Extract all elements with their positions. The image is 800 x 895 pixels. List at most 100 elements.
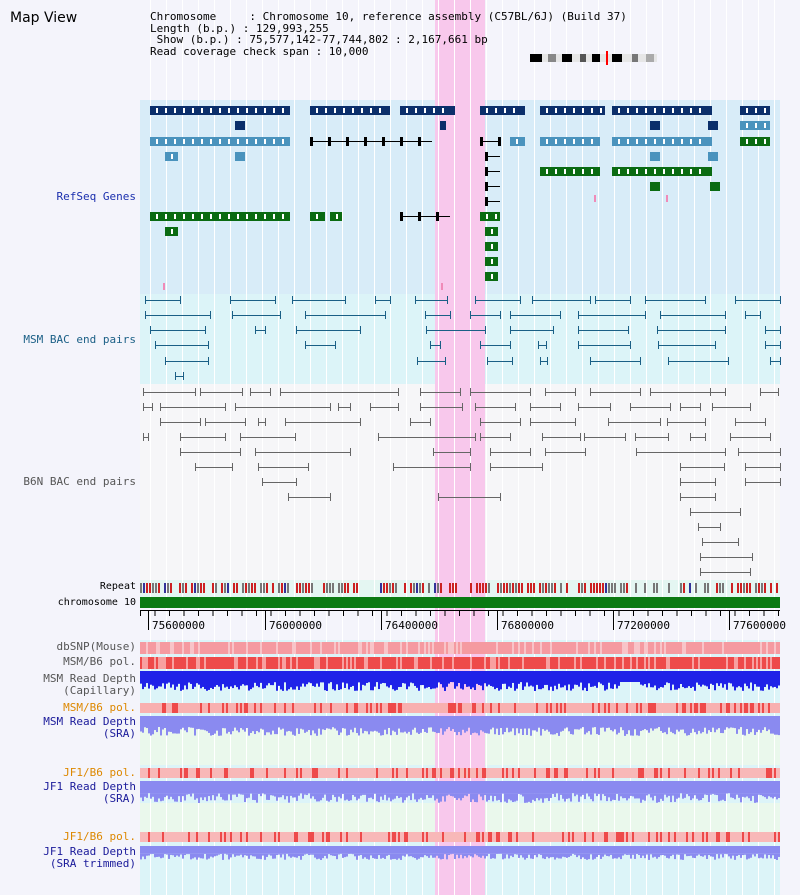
msm-pol-strip-2: [498, 703, 500, 713]
dbsnp-strip: [318, 642, 320, 654]
jf1-depth-trimmed: [158, 853, 160, 857]
msm-depth-capillary: [560, 682, 562, 688]
msm-depth-sra: [480, 727, 482, 731]
track-label-msm-pol[interactable]: MSM/B6 pol.: [63, 655, 136, 668]
gene-exon-mark: [210, 214, 212, 219]
jf1-pol-strip-2: [302, 832, 304, 842]
jf1-pol-strip-2: [676, 832, 678, 842]
jf1-pol-strip: [398, 768, 400, 778]
msm-depth-sra: [208, 727, 210, 733]
jf1-pol-strip: [432, 768, 434, 778]
jf1-pol-strip: [412, 768, 414, 778]
msm-pol-strip: [324, 657, 326, 669]
msm-depth-sra: [586, 727, 588, 733]
msm-pol-strip-2: [764, 703, 766, 713]
msm-depth-sra: [228, 727, 230, 732]
dbsnp-strip: [688, 642, 690, 654]
repeat-element: [611, 583, 613, 593]
track-label-b6n-bac[interactable]: B6N BAC end pairs: [23, 475, 136, 488]
repeat-element: [170, 583, 172, 593]
track-label-jf1-pol[interactable]: JF1/B6 pol.: [63, 766, 136, 779]
gene-exon-mark: [237, 108, 239, 113]
dbsnp-strip: [162, 642, 164, 654]
track-label-msm-bac[interactable]: MSM BAC end pairs: [23, 333, 136, 346]
dbsnp-strip: [730, 642, 732, 654]
gene-exon: [485, 152, 488, 161]
jf1-depth-trimmed: [294, 853, 296, 858]
track-label-jf1-depth-trimmed[interactable]: JF1 Read Depth (SRA trimmed): [0, 846, 136, 870]
msm-pol-strip: [770, 657, 772, 669]
track-label-dbsnp[interactable]: dbSNP(Mouse): [56, 640, 136, 653]
jf1-pol-strip: [304, 768, 306, 778]
jf1-depth-sra: [722, 793, 724, 800]
track-label-msm-depth-sra[interactable]: MSM Read Depth (SRA): [0, 716, 136, 740]
msm-depth-capillary: [748, 682, 750, 689]
dbsnp-strip: [434, 642, 436, 654]
msm-pol-strip-2: [204, 703, 206, 713]
jf1-pol-strip: [418, 768, 420, 778]
jf1-pol-strip: [344, 768, 346, 778]
msm-depth-capillary: [758, 682, 760, 687]
msm-pol-strip-2: [610, 703, 612, 713]
jf1-pol-strip-2: [674, 832, 676, 842]
msm-pol-strip: [296, 657, 298, 669]
msm-depth-sra: [482, 727, 484, 732]
dbsnp-strip: [436, 642, 438, 654]
dbsnp-strip: [772, 642, 774, 654]
gene-feature: [310, 106, 390, 115]
jf1-pol-strip: [666, 768, 668, 778]
msm-depth-sra: [518, 727, 520, 734]
jf1-pol-strip: [226, 768, 228, 778]
jf1-pol-strip: [522, 768, 524, 778]
jf1-depth-sra: [212, 793, 214, 796]
msm-depth-sra: [654, 727, 656, 729]
msm-pol-strip: [394, 657, 396, 669]
refseq-mark: [666, 195, 668, 202]
repeat-element: [347, 583, 349, 593]
track-label-msm-depth-capillary[interactable]: MSM Read Depth (Capillary): [0, 673, 136, 697]
track-label-refseq[interactable]: RefSeq Genes: [56, 190, 136, 203]
jf1-pol-strip: [408, 768, 410, 778]
jf1-depth-sra: [372, 793, 374, 800]
jf1-pol-strip: [410, 768, 412, 778]
msm-pol-strip: [222, 657, 224, 669]
track-label-jf1-depth-sra[interactable]: JF1 Read Depth (SRA): [0, 781, 136, 805]
msm-depth-sra: [436, 727, 438, 734]
msm-pol-strip: [600, 657, 602, 669]
dbsnp-strip: [670, 642, 672, 654]
dbsnp-strip: [326, 642, 328, 654]
repeat-element: [323, 583, 325, 593]
msm-depth-capillary: [476, 682, 478, 684]
jf1-depth-trimmed: [140, 846, 780, 854]
msm-depth-sra: [244, 727, 246, 732]
msm-pol-strip: [664, 657, 666, 669]
repeat-element: [329, 583, 331, 593]
jf1-pol-strip: [510, 768, 512, 778]
msm-pol-strip-2: [266, 703, 268, 713]
jf1-pol-strip-2: [328, 832, 330, 842]
msm-pol-strip: [530, 657, 532, 669]
msm-pol-strip-2: [280, 703, 282, 713]
msm-depth-capillary: [704, 682, 706, 686]
msm-depth-sra: [148, 727, 150, 734]
msm-pol-strip-2: [770, 703, 772, 713]
msm-depth-sra: [624, 727, 626, 736]
jf1-pol-strip: [484, 768, 486, 778]
msm-pol-strip-2: [528, 703, 530, 713]
msm-depth-capillary: [564, 682, 566, 686]
track-label-jf1-pol-2[interactable]: JF1/B6 pol.: [63, 830, 136, 843]
gene-exon-mark: [174, 214, 176, 219]
msm-depth-capillary: [254, 682, 256, 683]
jf1-depth-trimmed: [464, 853, 466, 857]
msm-depth-sra: [710, 727, 712, 733]
jf1-pol-strip-2: [768, 832, 770, 842]
track-label-msm-pol-2[interactable]: MSM/B6 pol.: [63, 701, 136, 714]
msm-depth-capillary: [692, 682, 694, 687]
msm-depth-sra: [234, 727, 236, 728]
msm-pol-strip-2: [538, 703, 540, 713]
jf1-depth-sra: [216, 793, 218, 797]
jf1-depth-sra: [220, 793, 222, 798]
jf1-pol-strip-2: [506, 832, 508, 842]
msm-pol-strip-2: [504, 703, 506, 713]
